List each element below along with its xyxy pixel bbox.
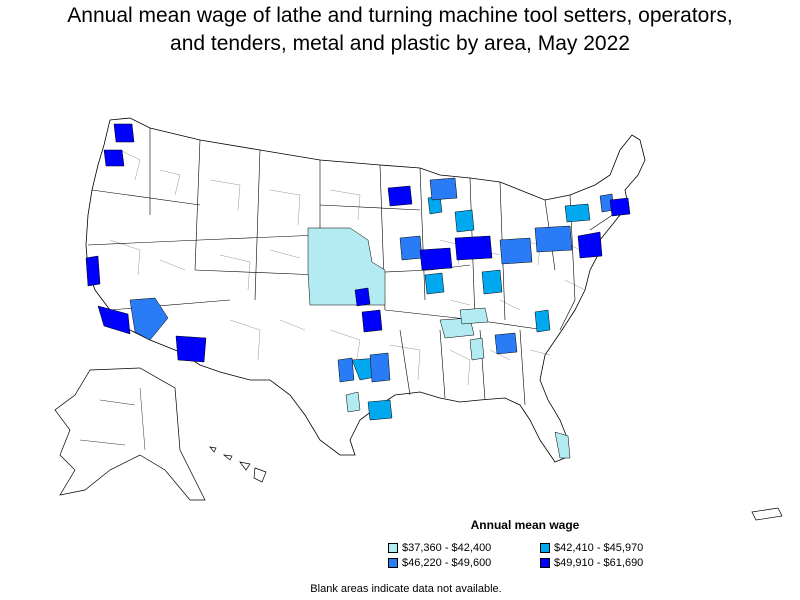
area-ohio xyxy=(499,237,533,265)
legend-title: Annual mean wage xyxy=(470,518,580,532)
alaska xyxy=(54,367,206,501)
area-illinois xyxy=(399,235,423,261)
legend-swatch xyxy=(388,543,398,553)
map-title: Annual mean wage of lathe and turning ma… xyxy=(0,2,800,58)
area-california-south xyxy=(97,305,131,335)
area-mid-atlantic xyxy=(577,231,603,259)
area-minnesota-north xyxy=(387,185,413,207)
legend-swatch xyxy=(540,543,550,553)
area-illinois-chicago xyxy=(419,247,453,271)
area-minnesota xyxy=(429,177,458,201)
area-kansas-east xyxy=(354,287,371,307)
title-line-1: Annual mean wage of lathe and turning ma… xyxy=(67,4,733,27)
area-kentucky xyxy=(459,307,489,325)
area-carolina xyxy=(494,332,518,355)
hawaii-islands xyxy=(209,446,267,483)
legend-grid: $37,360 - $42,400 $42,410 - $45,970 $46,… xyxy=(388,542,680,569)
area-texas-east xyxy=(337,357,355,383)
area-indiana xyxy=(424,272,445,295)
legend-label: $49,910 - $61,690 xyxy=(554,557,644,569)
area-virginia xyxy=(534,309,551,333)
area-oklahoma xyxy=(361,309,383,333)
legend-item-2: $42,410 - $45,970 xyxy=(540,542,690,554)
puerto-rico xyxy=(751,507,783,521)
area-texas-south xyxy=(345,391,361,413)
area-new-york xyxy=(564,203,591,223)
legend-swatch xyxy=(388,558,398,568)
alaska-outline xyxy=(54,367,206,501)
title-line-2: and tenders, metal and plastic by area, … xyxy=(170,32,630,55)
legend-label: $42,410 - $45,970 xyxy=(554,542,644,554)
legend-item-3: $46,220 - $49,600 xyxy=(388,557,540,569)
area-georgia xyxy=(469,337,485,361)
legend-item-4: $49,910 - $61,690 xyxy=(540,557,690,569)
area-california-north xyxy=(85,255,101,287)
area-michigan xyxy=(454,209,475,233)
puerto-rico-island xyxy=(751,507,783,521)
legend-label: $46,220 - $49,600 xyxy=(402,557,492,569)
area-great-lakes xyxy=(454,235,493,261)
area-louisiana xyxy=(369,352,391,383)
area-washington xyxy=(113,123,135,143)
legend-label: $37,360 - $42,400 xyxy=(402,542,492,554)
area-ohio-valley xyxy=(481,269,503,295)
area-kansas-plains xyxy=(307,227,386,306)
area-massachusetts xyxy=(609,197,631,217)
area-arizona-tucson xyxy=(175,335,207,363)
wage-areas xyxy=(85,123,631,459)
legend-swatch xyxy=(540,558,550,568)
footnote: Blank areas indicate data not available. xyxy=(310,583,502,595)
legend: Annual mean wage $37,360 - $42,400 $42,4… xyxy=(380,518,680,569)
hawaii xyxy=(209,446,267,483)
area-pennsylvania xyxy=(534,225,573,253)
legend-item-1: $37,360 - $42,400 xyxy=(388,542,540,554)
area-arizona-phoenix xyxy=(129,297,169,341)
area-florida-east xyxy=(554,431,571,459)
area-oregon xyxy=(103,149,125,167)
area-texas-houston xyxy=(367,399,393,421)
